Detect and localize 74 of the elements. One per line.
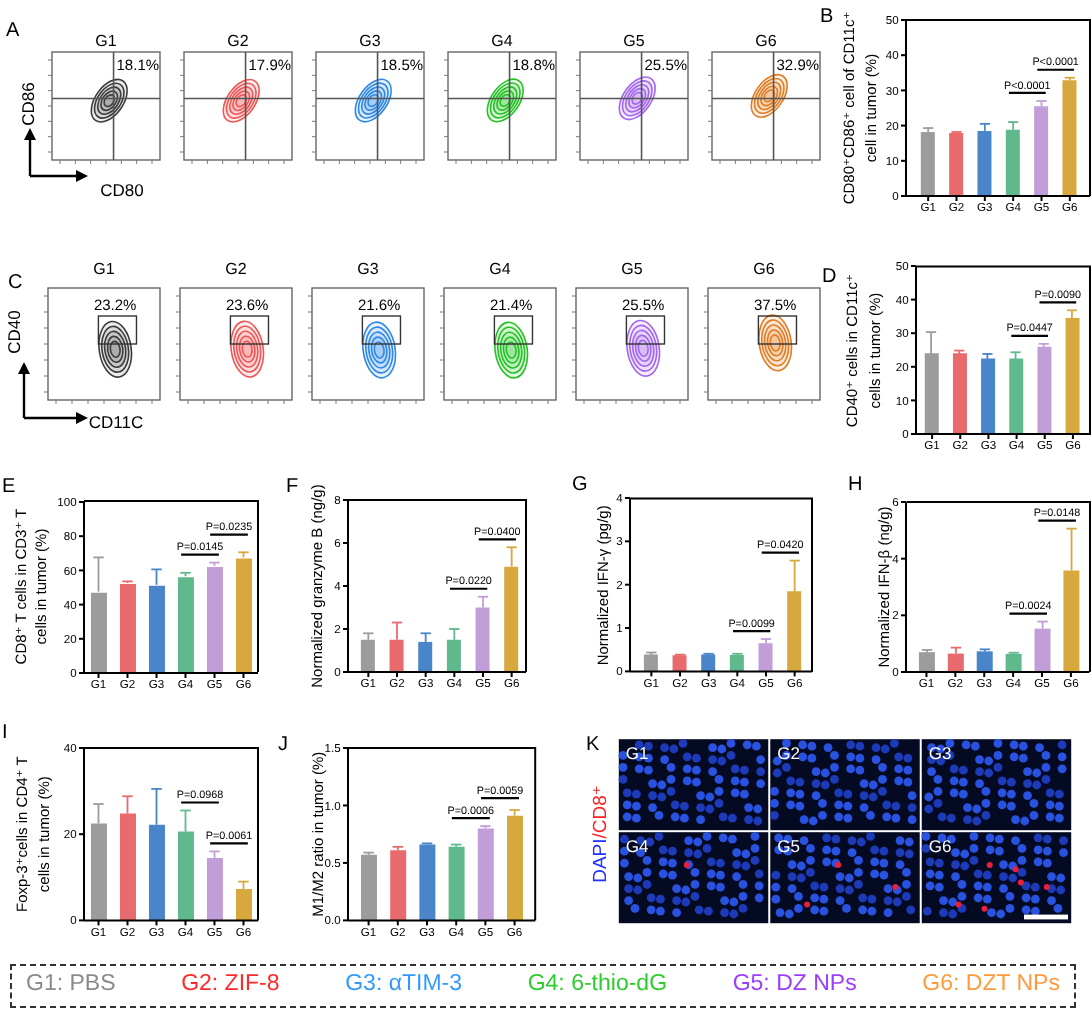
category-label: G6 <box>753 260 776 278</box>
chart-title: E <box>2 476 16 498</box>
text: C <box>8 272 23 294</box>
category-label: G1 <box>95 32 118 50</box>
bar <box>1034 106 1049 196</box>
bar <box>1036 347 1051 435</box>
text: CD80 <box>100 180 145 200</box>
category-label: G3 <box>928 743 952 764</box>
chart-title: I <box>2 722 8 744</box>
category-label: G2 <box>225 260 248 278</box>
category-label: G5: DZ NPs <box>732 972 857 998</box>
bar <box>390 850 407 921</box>
category-label: G1: PBS <box>26 972 116 998</box>
text: A <box>6 20 20 42</box>
bar <box>1035 628 1052 672</box>
category-label: G3 <box>357 260 380 278</box>
bar <box>948 653 965 672</box>
bar <box>920 131 935 196</box>
chart-title: B <box>820 6 834 28</box>
bar <box>235 888 252 921</box>
bar <box>701 655 716 672</box>
bar <box>360 639 375 672</box>
bar <box>206 857 223 921</box>
category-label: G1 <box>625 743 650 764</box>
text: CD86 <box>18 81 38 126</box>
bar <box>1064 318 1079 435</box>
bar <box>419 844 436 921</box>
category-label: G6: DZT NPs <box>922 972 1060 998</box>
category-label: G5 <box>623 32 646 50</box>
chart-title: J <box>278 734 288 756</box>
category-label: G6 <box>928 836 952 857</box>
category-label: G3: αTIM-3 <box>345 972 463 998</box>
chart-title: F <box>286 476 299 498</box>
category-label: G4 <box>625 836 650 857</box>
category-label: G2 <box>227 32 250 50</box>
chart-title: G <box>572 474 588 496</box>
text: DAPI/CD8⁺ <box>589 785 611 883</box>
bar <box>980 358 995 435</box>
bar <box>506 815 523 921</box>
chart-title: D <box>822 266 837 288</box>
bar <box>758 643 773 672</box>
bar <box>643 655 658 672</box>
text: K <box>586 734 600 756</box>
bar <box>361 854 378 921</box>
bar <box>1008 358 1023 435</box>
bar <box>1006 653 1023 672</box>
category-label: G2: ZIF-8 <box>181 972 280 998</box>
chart-title: H <box>848 474 863 496</box>
bar <box>949 132 964 196</box>
bar <box>1062 80 1077 196</box>
category-label: G4: 6-thio-dG <box>527 972 668 998</box>
bar <box>1005 129 1020 196</box>
category-label: G4 <box>489 260 512 278</box>
bar <box>729 655 744 672</box>
bar <box>448 846 465 921</box>
text: CD11C <box>88 412 144 432</box>
bar <box>951 353 966 435</box>
category-label: G5 <box>621 260 644 278</box>
bar <box>977 130 992 196</box>
category-label: G5 <box>777 836 801 857</box>
category-label: G6 <box>755 32 778 50</box>
text: CD40 <box>4 309 24 354</box>
bar <box>418 641 433 672</box>
bar <box>977 651 994 672</box>
category-label: G3 <box>359 32 382 50</box>
bar <box>177 576 194 672</box>
bar <box>235 557 252 672</box>
category-label: G1 <box>93 260 116 278</box>
category-label: G4 <box>491 32 514 50</box>
category-label: G2 <box>777 743 801 764</box>
bar <box>206 565 223 672</box>
bar <box>119 583 136 672</box>
bar <box>477 828 494 921</box>
bar <box>919 652 936 672</box>
